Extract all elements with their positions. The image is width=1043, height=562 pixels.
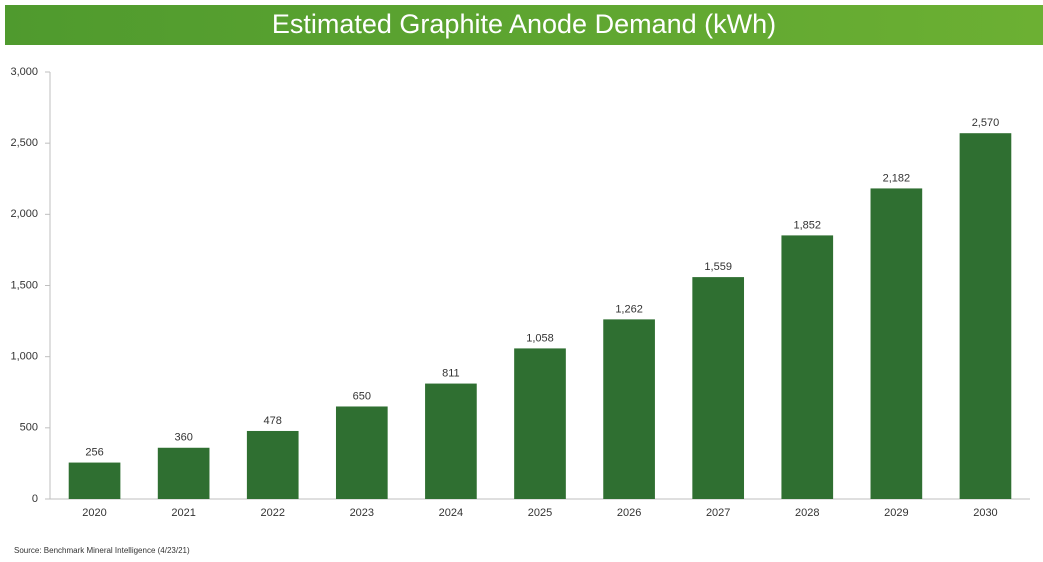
x-tick-label: 2029: [884, 507, 908, 519]
value-label: 1,852: [794, 219, 822, 231]
y-tick-label: 1,000: [10, 351, 38, 363]
y-tick-label: 3,000: [10, 66, 38, 78]
y-tick-label: 2,000: [10, 208, 38, 220]
bar: [692, 277, 745, 499]
bar: [157, 447, 210, 499]
x-tick-label: 2023: [350, 507, 374, 519]
bar: [781, 235, 834, 499]
bar: [425, 383, 477, 499]
value-label: 811: [442, 367, 460, 379]
x-tick-label: 2020: [82, 507, 106, 519]
title-banner: [5, 5, 1043, 45]
x-tick-label: 2021: [171, 507, 195, 519]
value-label: 2,182: [883, 172, 911, 184]
y-tick-label: 1,500: [10, 279, 38, 291]
value-label: 1,559: [704, 261, 732, 273]
bar: [603, 319, 655, 499]
x-tick-label: 2030: [973, 507, 997, 519]
value-label: 360: [174, 432, 192, 444]
bar: [68, 462, 121, 499]
bar: [870, 188, 923, 500]
x-tick-label: 2026: [617, 507, 641, 519]
value-label: 2,570: [972, 117, 1000, 129]
value-label: 1,262: [615, 303, 643, 315]
x-tick-label: 2027: [706, 507, 730, 519]
value-label: 256: [85, 446, 103, 458]
value-label: 1,058: [526, 332, 554, 344]
y-tick-label: 0: [32, 493, 38, 505]
bar: [335, 406, 388, 499]
source-note: Source: Benchmark Mineral Intelligence (…: [14, 546, 190, 555]
y-tick-label: 2,500: [10, 137, 38, 149]
y-tick-label: 500: [20, 422, 38, 434]
chart-title: Estimated Graphite Anode Demand (kWh): [272, 9, 776, 39]
value-label: 650: [353, 390, 371, 402]
x-tick-label: 2025: [528, 507, 552, 519]
bar: [959, 133, 1012, 499]
value-label: 478: [264, 415, 282, 427]
x-tick-label: 2022: [260, 507, 284, 519]
bar: [514, 348, 566, 499]
x-tick-label: 2028: [795, 507, 819, 519]
x-tick-label: 2024: [439, 507, 463, 519]
bar: [246, 430, 299, 499]
